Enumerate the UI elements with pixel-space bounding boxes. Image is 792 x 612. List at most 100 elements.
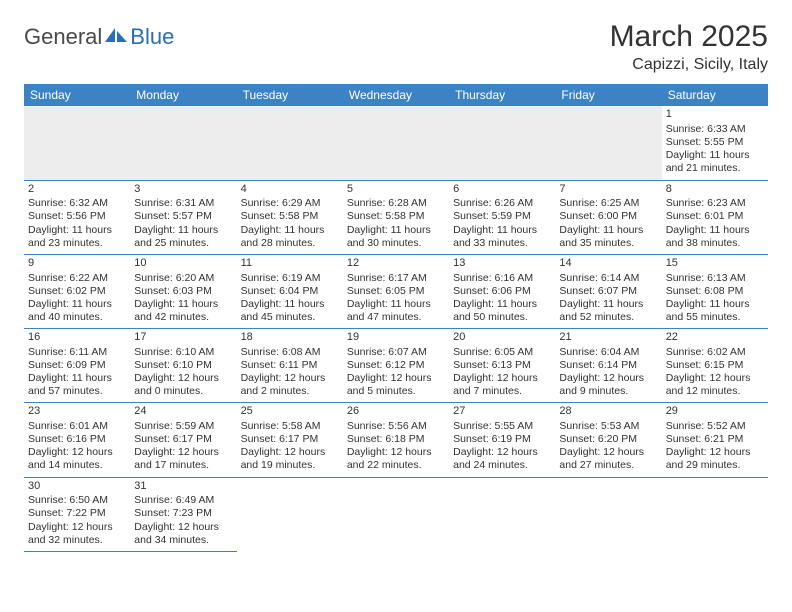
calendar-day: 9Sunrise: 6:22 AMSunset: 6:02 PMDaylight… (24, 254, 130, 328)
daylight-text: Daylight: 12 hours (666, 372, 764, 385)
calendar-day: 12Sunrise: 6:17 AMSunset: 6:05 PMDayligh… (343, 254, 449, 328)
calendar-day: 22Sunrise: 6:02 AMSunset: 6:15 PMDayligh… (662, 329, 768, 403)
daylight-text: Daylight: 11 hours (453, 298, 551, 311)
calendar-day-empty (343, 477, 449, 551)
day-number: 11 (241, 257, 339, 271)
calendar-day-empty (555, 106, 661, 180)
daylight-text: Daylight: 11 hours (28, 298, 126, 311)
daylight-text: Daylight: 11 hours (134, 224, 232, 237)
calendar-day: 13Sunrise: 6:16 AMSunset: 6:06 PMDayligh… (449, 254, 555, 328)
daylight-text: Daylight: 11 hours (347, 298, 445, 311)
calendar-week: 9Sunrise: 6:22 AMSunset: 6:02 PMDaylight… (24, 254, 768, 328)
weekday-header: Monday (130, 84, 236, 106)
calendar-day-empty (449, 477, 555, 551)
calendar-day: 18Sunrise: 6:08 AMSunset: 6:11 PMDayligh… (237, 329, 343, 403)
sunset-text: Sunset: 6:14 PM (559, 359, 657, 372)
sunset-text: Sunset: 6:02 PM (28, 285, 126, 298)
weekday-header: Thursday (449, 84, 555, 106)
calendar-week: 30Sunrise: 6:50 AMSunset: 7:22 PMDayligh… (24, 477, 768, 551)
daylight-text: Daylight: 11 hours (241, 224, 339, 237)
daylight-text: and 32 minutes. (28, 534, 126, 547)
daylight-text: Daylight: 12 hours (134, 446, 232, 459)
logo: General Blue (24, 20, 174, 50)
daylight-text: Daylight: 11 hours (241, 298, 339, 311)
sunrise-text: Sunrise: 6:10 AM (134, 346, 232, 359)
calendar-day: 5Sunrise: 6:28 AMSunset: 5:58 PMDaylight… (343, 180, 449, 254)
calendar-day: 3Sunrise: 6:31 AMSunset: 5:57 PMDaylight… (130, 180, 236, 254)
calendar-day-empty (343, 106, 449, 180)
sunset-text: Sunset: 6:19 PM (453, 433, 551, 446)
sunrise-text: Sunrise: 6:28 AM (347, 197, 445, 210)
daylight-text: Daylight: 11 hours (134, 298, 232, 311)
day-number: 4 (241, 183, 339, 197)
weekday-header-row: Sunday Monday Tuesday Wednesday Thursday… (24, 84, 768, 106)
sunset-text: Sunset: 7:23 PM (134, 507, 232, 520)
calendar-day: 15Sunrise: 6:13 AMSunset: 6:08 PMDayligh… (662, 254, 768, 328)
daylight-text: Daylight: 12 hours (453, 446, 551, 459)
calendar-day-empty (662, 477, 768, 551)
sunrise-text: Sunrise: 6:25 AM (559, 197, 657, 210)
day-number: 25 (241, 405, 339, 419)
sunrise-text: Sunrise: 6:49 AM (134, 494, 232, 507)
calendar-week: 2Sunrise: 6:32 AMSunset: 5:56 PMDaylight… (24, 180, 768, 254)
sunset-text: Sunset: 6:04 PM (241, 285, 339, 298)
daylight-text: and 55 minutes. (666, 311, 764, 324)
sunrise-text: Sunrise: 6:20 AM (134, 272, 232, 285)
sunset-text: Sunset: 6:05 PM (347, 285, 445, 298)
calendar-day-empty (449, 106, 555, 180)
calendar-day: 28Sunrise: 5:53 AMSunset: 6:20 PMDayligh… (555, 403, 661, 477)
sunrise-text: Sunrise: 5:58 AM (241, 420, 339, 433)
sunset-text: Sunset: 6:13 PM (453, 359, 551, 372)
daylight-text: and 50 minutes. (453, 311, 551, 324)
calendar-day: 24Sunrise: 5:59 AMSunset: 6:17 PMDayligh… (130, 403, 236, 477)
daylight-text: and 47 minutes. (347, 311, 445, 324)
daylight-text: Daylight: 11 hours (666, 149, 764, 162)
calendar-day: 1Sunrise: 6:33 AMSunset: 5:55 PMDaylight… (662, 106, 768, 180)
calendar-day: 30Sunrise: 6:50 AMSunset: 7:22 PMDayligh… (24, 477, 130, 551)
daylight-text: and 34 minutes. (134, 534, 232, 547)
daylight-text: and 14 minutes. (28, 459, 126, 472)
day-number: 7 (559, 183, 657, 197)
daylight-text: Daylight: 12 hours (134, 521, 232, 534)
daylight-text: Daylight: 11 hours (28, 224, 126, 237)
sunrise-text: Sunrise: 6:23 AM (666, 197, 764, 210)
day-number: 31 (134, 480, 232, 494)
day-number: 6 (453, 183, 551, 197)
day-number: 21 (559, 331, 657, 345)
calendar-day: 19Sunrise: 6:07 AMSunset: 6:12 PMDayligh… (343, 329, 449, 403)
sunrise-text: Sunrise: 6:50 AM (28, 494, 126, 507)
header: General Blue March 2025 Capizzi, Sicily,… (24, 20, 768, 74)
sunset-text: Sunset: 6:12 PM (347, 359, 445, 372)
daylight-text: and 21 minutes. (666, 162, 764, 175)
daylight-text: Daylight: 12 hours (28, 521, 126, 534)
sunset-text: Sunset: 6:08 PM (666, 285, 764, 298)
daylight-text: and 12 minutes. (666, 385, 764, 398)
logo-text-blue: Blue (130, 24, 174, 50)
daylight-text: and 9 minutes. (559, 385, 657, 398)
sunset-text: Sunset: 6:03 PM (134, 285, 232, 298)
calendar-day: 27Sunrise: 5:55 AMSunset: 6:19 PMDayligh… (449, 403, 555, 477)
sunset-text: Sunset: 6:00 PM (559, 210, 657, 223)
day-number: 24 (134, 405, 232, 419)
day-number: 19 (347, 331, 445, 345)
daylight-text: and 57 minutes. (28, 385, 126, 398)
calendar-day: 20Sunrise: 6:05 AMSunset: 6:13 PMDayligh… (449, 329, 555, 403)
sunrise-text: Sunrise: 6:33 AM (666, 123, 764, 136)
sunrise-text: Sunrise: 5:55 AM (453, 420, 551, 433)
calendar-day-empty (130, 106, 236, 180)
sunrise-text: Sunrise: 5:53 AM (559, 420, 657, 433)
daylight-text: and 25 minutes. (134, 237, 232, 250)
sunset-text: Sunset: 6:07 PM (559, 285, 657, 298)
calendar-week: 1Sunrise: 6:33 AMSunset: 5:55 PMDaylight… (24, 106, 768, 180)
daylight-text: Daylight: 12 hours (666, 446, 764, 459)
daylight-text: and 45 minutes. (241, 311, 339, 324)
day-number: 9 (28, 257, 126, 271)
title-block: March 2025 Capizzi, Sicily, Italy (610, 20, 768, 74)
calendar-day-empty (237, 106, 343, 180)
daylight-text: Daylight: 12 hours (453, 372, 551, 385)
sunrise-text: Sunrise: 5:59 AM (134, 420, 232, 433)
day-number: 17 (134, 331, 232, 345)
daylight-text: and 42 minutes. (134, 311, 232, 324)
sunrise-text: Sunrise: 6:01 AM (28, 420, 126, 433)
calendar-week: 16Sunrise: 6:11 AMSunset: 6:09 PMDayligh… (24, 329, 768, 403)
